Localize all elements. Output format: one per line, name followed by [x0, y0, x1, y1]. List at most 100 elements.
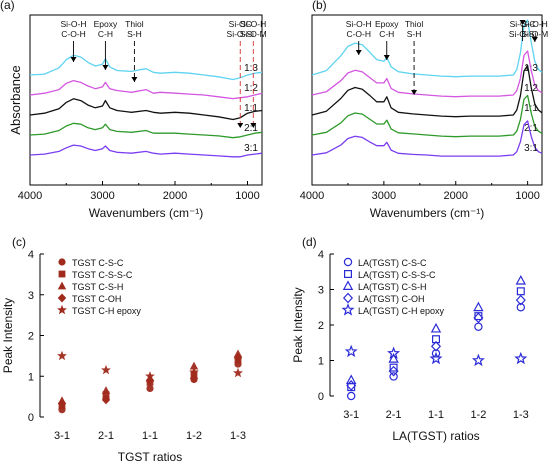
- panel-c-legend-label: TGST C-S-C: [72, 258, 124, 268]
- panel-c-point-diamond: [189, 373, 199, 383]
- panel-c-point-star: [233, 367, 243, 378]
- panel-b-xtick-label: 2000: [444, 190, 468, 202]
- panel-a-annotation-arrow: [250, 123, 257, 128]
- panel-d-point-circle: [474, 322, 483, 331]
- panel-c-point-circle: [146, 384, 154, 393]
- panel-d-xtick-label: 1-2: [470, 409, 486, 421]
- panel-a-annotation-arrow: [237, 123, 244, 128]
- panel-d-point-circle: [347, 391, 356, 401]
- panel-a-series-label: 3:1: [244, 143, 258, 154]
- panel-d-point-triangle: [515, 274, 527, 285]
- panel-a-annotation-text: S-H: [127, 29, 142, 39]
- panel-a-series-2-1: [29, 122, 263, 139]
- panel-d-point-circle: [389, 372, 398, 381]
- panel-d-point-diamond: [430, 340, 442, 352]
- panel-c-point-square: [102, 391, 110, 398]
- panel-c-xtick-label: 3-1: [54, 430, 70, 442]
- panel-a-series-1-2: [29, 79, 263, 100]
- panel-c-legend-point-star: [57, 304, 67, 315]
- panel-a-ylabel: Absorbance: [8, 65, 23, 134]
- panel-d-legend-label: LA(TGST) C-S-H: [358, 282, 427, 292]
- panel-b-series-3-1: [311, 120, 543, 157]
- panel-c-legend-label: TGST C-OH: [72, 294, 121, 304]
- panel-d-legend-point-star: [341, 303, 355, 316]
- panel-a-annotation-text: C-O-H: [61, 29, 86, 39]
- panel-c-legend-label: TGST C-S-S-C: [72, 270, 133, 280]
- panel-b-label: (b): [312, 0, 327, 12]
- panel-d-point-diamond: [346, 379, 357, 391]
- panel-b-xtick-label: 4000: [300, 190, 324, 202]
- panel-d-point-triangle: [430, 322, 442, 333]
- panel-b-annotation-arrow: [531, 37, 538, 42]
- panel-a-frame: [29, 14, 263, 186]
- panel-a-annotation-text: Si-O-M: [240, 29, 267, 39]
- panel-c-legend-point-diamond: [57, 293, 67, 303]
- panel-a-xlabel: Wavenumbers (cm⁻¹): [89, 206, 204, 220]
- panel-a-annotation-text: Si-O-H: [61, 19, 87, 29]
- panel-a-annotation-arrow: [131, 77, 138, 82]
- panel-d-ytick-label: 2: [318, 320, 324, 332]
- panel-c-point-triangle: [189, 361, 199, 370]
- panel-b-annotation-text: C-H: [379, 29, 394, 39]
- panel-a-series-label: 1:1: [244, 103, 258, 114]
- panel-a-annotation-text: Epoxy: [94, 19, 118, 29]
- panel-b-annotation-text: Si-O-H: [522, 19, 548, 29]
- panel-c-legend-label: TGST C-H epoxy: [72, 306, 141, 316]
- panel-d-point-circle: [431, 349, 441, 358]
- panel-c-point-diamond: [145, 375, 155, 385]
- panel-d-point-diamond: [473, 312, 484, 324]
- panel-a-series-label: 2:1: [244, 123, 258, 134]
- panel-a-xtick-label: 4000: [18, 190, 42, 202]
- panel-c-ytick-label: 4: [28, 249, 34, 261]
- panel-d-xtick-label: 2-1: [386, 409, 402, 421]
- panel-b-series-label: 1:1: [524, 103, 538, 114]
- panel-b-annotation-text: Si-O-M: [521, 29, 548, 39]
- panel-d-point-triangle: [388, 353, 399, 363]
- panel-d-point-square: [389, 363, 398, 372]
- panel-c-xtick-label: 1-2: [186, 430, 202, 442]
- panel-a-series-1-1: [29, 98, 263, 121]
- panel-c-point-triangle: [233, 349, 243, 358]
- panel-a-series-1-3: [29, 54, 263, 81]
- panel-c-point-diamond: [57, 399, 67, 409]
- panel-c-point-triangle: [101, 386, 111, 394]
- panel-b-series-2-1: [311, 94, 543, 138]
- panel-b-xtick-label: 1000: [515, 190, 539, 202]
- panel-b-annotation-arrow: [355, 50, 362, 55]
- panel-b-annotation-text: C-O-H: [346, 29, 371, 39]
- panel-b-series-1-1: [311, 64, 543, 118]
- panel-d-point-triangle: [473, 301, 484, 312]
- panel-b-annotation-text: Thiol: [405, 19, 424, 29]
- panel-c-ytick-label: 0: [28, 412, 34, 424]
- panel-c-ytick-label: 2: [28, 331, 34, 343]
- panel-d-ytick-label: 3: [318, 285, 324, 297]
- panel-c-legend-point-circle: [58, 258, 66, 266]
- panel-c-ytick-label: 1: [28, 371, 34, 383]
- panel-d-ylabel: Peak Intensity: [291, 287, 305, 362]
- panel-a-series-label: 1:2: [244, 83, 258, 94]
- panel-c-label: (c): [12, 235, 26, 249]
- panel-b-annotation-text: S-H: [407, 29, 422, 39]
- panel-c-point-star: [101, 364, 111, 375]
- panel-b-series-1-2: [311, 50, 543, 98]
- panel-d-point-square: [516, 287, 525, 296]
- panel-b-xtick-label: 3000: [372, 190, 396, 202]
- panel-c-point-star: [145, 371, 155, 381]
- panel-d-legend-point-triangle: [342, 280, 354, 290]
- panel-c-xtick-label: 1-1: [142, 430, 158, 442]
- panel-c-point-diamond: [233, 353, 243, 363]
- panel-b-annotation-text: Epoxy: [375, 19, 399, 29]
- panel-d-point-diamond: [515, 294, 526, 306]
- panel-d-legend-label: LA(TGST) C-H epoxy: [358, 306, 445, 316]
- panel-d-point-star: [387, 346, 401, 359]
- panel-a-annotation-text: C-H: [98, 29, 113, 39]
- panel-d-xlabel: LA(TGST) ratios: [392, 429, 479, 443]
- panel-c-legend-point-triangle: [57, 281, 67, 290]
- panel-a-annotation-arrow: [102, 65, 109, 70]
- panel-d-xtick-label: 1-3: [513, 409, 529, 421]
- panel-d-legend-label: LA(TGST) C-S-C: [358, 258, 427, 268]
- panel-b-annotation-arrow: [519, 20, 526, 25]
- panel-a-xtick-label: 1000: [235, 190, 259, 202]
- panel-d-ytick-label: 0: [318, 391, 324, 403]
- panel-c-point-diamond: [101, 395, 111, 405]
